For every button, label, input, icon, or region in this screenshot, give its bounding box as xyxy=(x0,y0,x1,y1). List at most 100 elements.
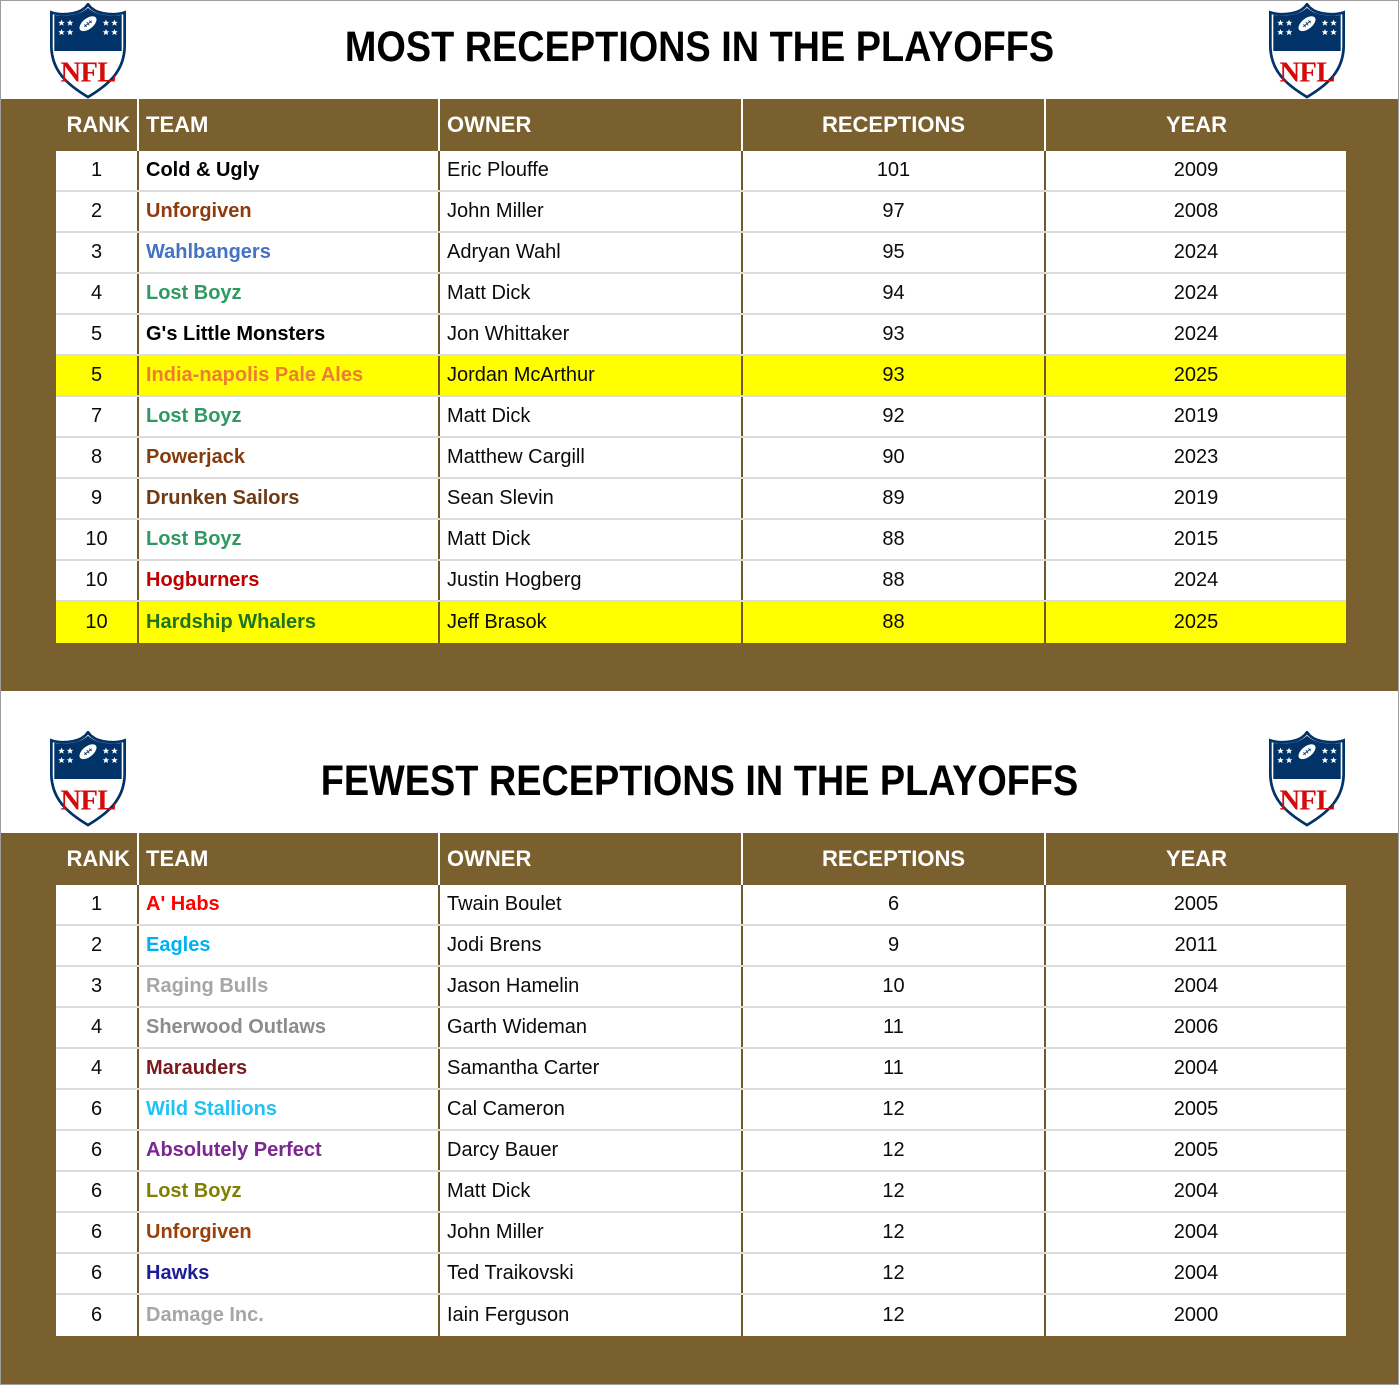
receptions-value: 12 xyxy=(743,1172,1046,1211)
column-header-rank: RANK xyxy=(66,112,130,137)
title-band-fewest: FEWEST RECEPTIONS IN THE PLAYOFFS xyxy=(1,691,1398,833)
column-header-year: YEAR xyxy=(1165,112,1228,137)
team-name: Cold & Ugly xyxy=(139,151,440,190)
team-name: Powerjack xyxy=(139,438,440,477)
table-row: 4 Marauders Samantha Carter 11 2004 xyxy=(56,1049,1346,1090)
rank-cell: 2 xyxy=(56,926,139,965)
team-name: Raging Bulls xyxy=(139,967,440,1006)
owner-name: Jodi Brens xyxy=(440,926,743,965)
owner-name: Adryan Wahl xyxy=(440,233,743,272)
team-name: Absolutely Perfect xyxy=(139,1131,440,1170)
year-value: 2005 xyxy=(1173,1139,1219,1161)
table-row: 9 Drunken Sailors Sean Slevin 89 2019 xyxy=(56,479,1346,520)
rank-cell: 10 xyxy=(56,602,139,643)
owner-name: Jason Hamelin xyxy=(440,967,743,1006)
header-filler xyxy=(1347,99,1398,151)
receptions-value: 97 xyxy=(743,192,1046,231)
table-row: 7 Lost Boyz Matt Dick 92 2019 xyxy=(56,397,1346,438)
rank-cell: 1 xyxy=(56,151,139,190)
receptions-value: 101 xyxy=(743,151,1046,190)
rank-cell: 6 xyxy=(56,1090,139,1129)
receptions-value: 89 xyxy=(743,479,1046,518)
rank-cell: 3 xyxy=(56,967,139,1006)
team-name: Lost Boyz xyxy=(139,397,440,436)
owner-name: Matt Dick xyxy=(440,1172,743,1211)
receptions-value: 9 xyxy=(743,926,1046,965)
owner-name: Jeff Brasok xyxy=(440,602,743,643)
rank-cell: 1 xyxy=(56,885,139,924)
rank-cell: 4 xyxy=(56,1008,139,1047)
table-row: 1 A' Habs Twain Boulet 6 2005 xyxy=(56,885,1346,926)
team-name: Lost Boyz xyxy=(139,520,440,559)
owner-name: Twain Boulet xyxy=(440,885,743,924)
table-row: 2 Unforgiven John Miller 97 2008 xyxy=(56,192,1346,233)
year-value: 2019 xyxy=(1173,487,1219,509)
page-title: MOST RECEPTIONS IN THE PLAYOFFS xyxy=(344,23,1055,71)
table-row: 6 Absolutely Perfect Darcy Bauer 12 2005 xyxy=(56,1131,1346,1172)
receptions-value: 11 xyxy=(743,1008,1046,1047)
owner-name: Jon Whittaker xyxy=(440,315,743,354)
table-row: 10 Hogburners Justin Hogberg 88 2024 xyxy=(56,561,1346,602)
section-divider-band xyxy=(1,643,1398,691)
column-header-owner: OWNER xyxy=(447,112,532,137)
owner-name: Matt Dick xyxy=(440,520,743,559)
owner-name: Samantha Carter xyxy=(440,1049,743,1088)
rank-cell: 6 xyxy=(56,1213,139,1252)
table-row: 6 Lost Boyz Matt Dick 12 2004 xyxy=(56,1172,1346,1213)
table-row: 4 Lost Boyz Matt Dick 94 2024 xyxy=(56,274,1346,315)
receptions-value: 12 xyxy=(743,1131,1046,1170)
table-row: 1 Cold & Ugly Eric Plouffe 101 2009 xyxy=(56,151,1346,192)
rank-cell: 6 xyxy=(56,1172,139,1211)
team-name: Unforgiven xyxy=(139,1213,440,1252)
column-header-owner: OWNER xyxy=(447,846,532,871)
team-name: Drunken Sailors xyxy=(139,479,440,518)
receptions-value: 93 xyxy=(743,356,1046,395)
receptions-value: 12 xyxy=(743,1295,1046,1336)
rank-cell: 5 xyxy=(56,356,139,395)
table-header: RANK TEAM OWNER RECEPTIONS YEAR xyxy=(1,99,1398,151)
team-name: Damage Inc. xyxy=(139,1295,440,1336)
year-value: 2005 xyxy=(1173,1098,1219,1120)
table-row: 4 Sherwood Outlaws Garth Wideman 11 2006 xyxy=(56,1008,1346,1049)
team-name: Wild Stallions xyxy=(139,1090,440,1129)
footer-band xyxy=(1,1336,1398,1384)
owner-name: Darcy Bauer xyxy=(440,1131,743,1170)
header-filler xyxy=(1347,833,1398,885)
nfl-logo-icon xyxy=(1268,731,1346,827)
year-value: 2004 xyxy=(1173,1221,1219,1243)
rank-cell: 9 xyxy=(56,479,139,518)
receptions-value: 88 xyxy=(743,561,1046,600)
owner-name: Jordan McArthur xyxy=(440,356,743,395)
team-name: Lost Boyz xyxy=(139,274,440,313)
table-row: 10 Lost Boyz Matt Dick 88 2015 xyxy=(56,520,1346,561)
year-value: 2004 xyxy=(1173,1057,1219,1079)
receptions-value: 12 xyxy=(743,1213,1046,1252)
year-value: 2004 xyxy=(1173,1262,1219,1284)
header-divider xyxy=(741,833,743,885)
table-row: 2 Eagles Jodi Brens 9 2011 xyxy=(56,926,1346,967)
table-row: 8 Powerjack Matthew Cargill 90 2023 xyxy=(56,438,1346,479)
header-divider xyxy=(1044,99,1046,151)
table-row: 6 Unforgiven John Miller 12 2004 xyxy=(56,1213,1346,1254)
column-header-team: TEAM xyxy=(146,846,209,871)
receptions-value: 93 xyxy=(743,315,1046,354)
team-name: Unforgiven xyxy=(139,192,440,231)
owner-name: Sean Slevin xyxy=(440,479,743,518)
table-header: RANK TEAM OWNER RECEPTIONS YEAR xyxy=(1,833,1398,885)
team-name: Sherwood Outlaws xyxy=(139,1008,440,1047)
owner-name: Iain Ferguson xyxy=(440,1295,743,1336)
receptions-value: 12 xyxy=(743,1090,1046,1129)
column-header-team: TEAM xyxy=(146,112,209,137)
table-row: 6 Damage Inc. Iain Ferguson 12 2000 xyxy=(56,1295,1346,1336)
header-divider xyxy=(438,99,440,151)
year-value: 2000 xyxy=(1173,1304,1219,1326)
owner-name: Justin Hogberg xyxy=(440,561,743,600)
owner-name: Garth Wideman xyxy=(440,1008,743,1047)
table-row: 6 Wild Stallions Cal Cameron 12 2005 xyxy=(56,1090,1346,1131)
team-name: Marauders xyxy=(139,1049,440,1088)
receptions-value: 12 xyxy=(743,1254,1046,1293)
year-value: 2008 xyxy=(1173,200,1219,222)
owner-name: Eric Plouffe xyxy=(440,151,743,190)
table-row: 6 Hawks Ted Traikovski 12 2004 xyxy=(56,1254,1346,1295)
